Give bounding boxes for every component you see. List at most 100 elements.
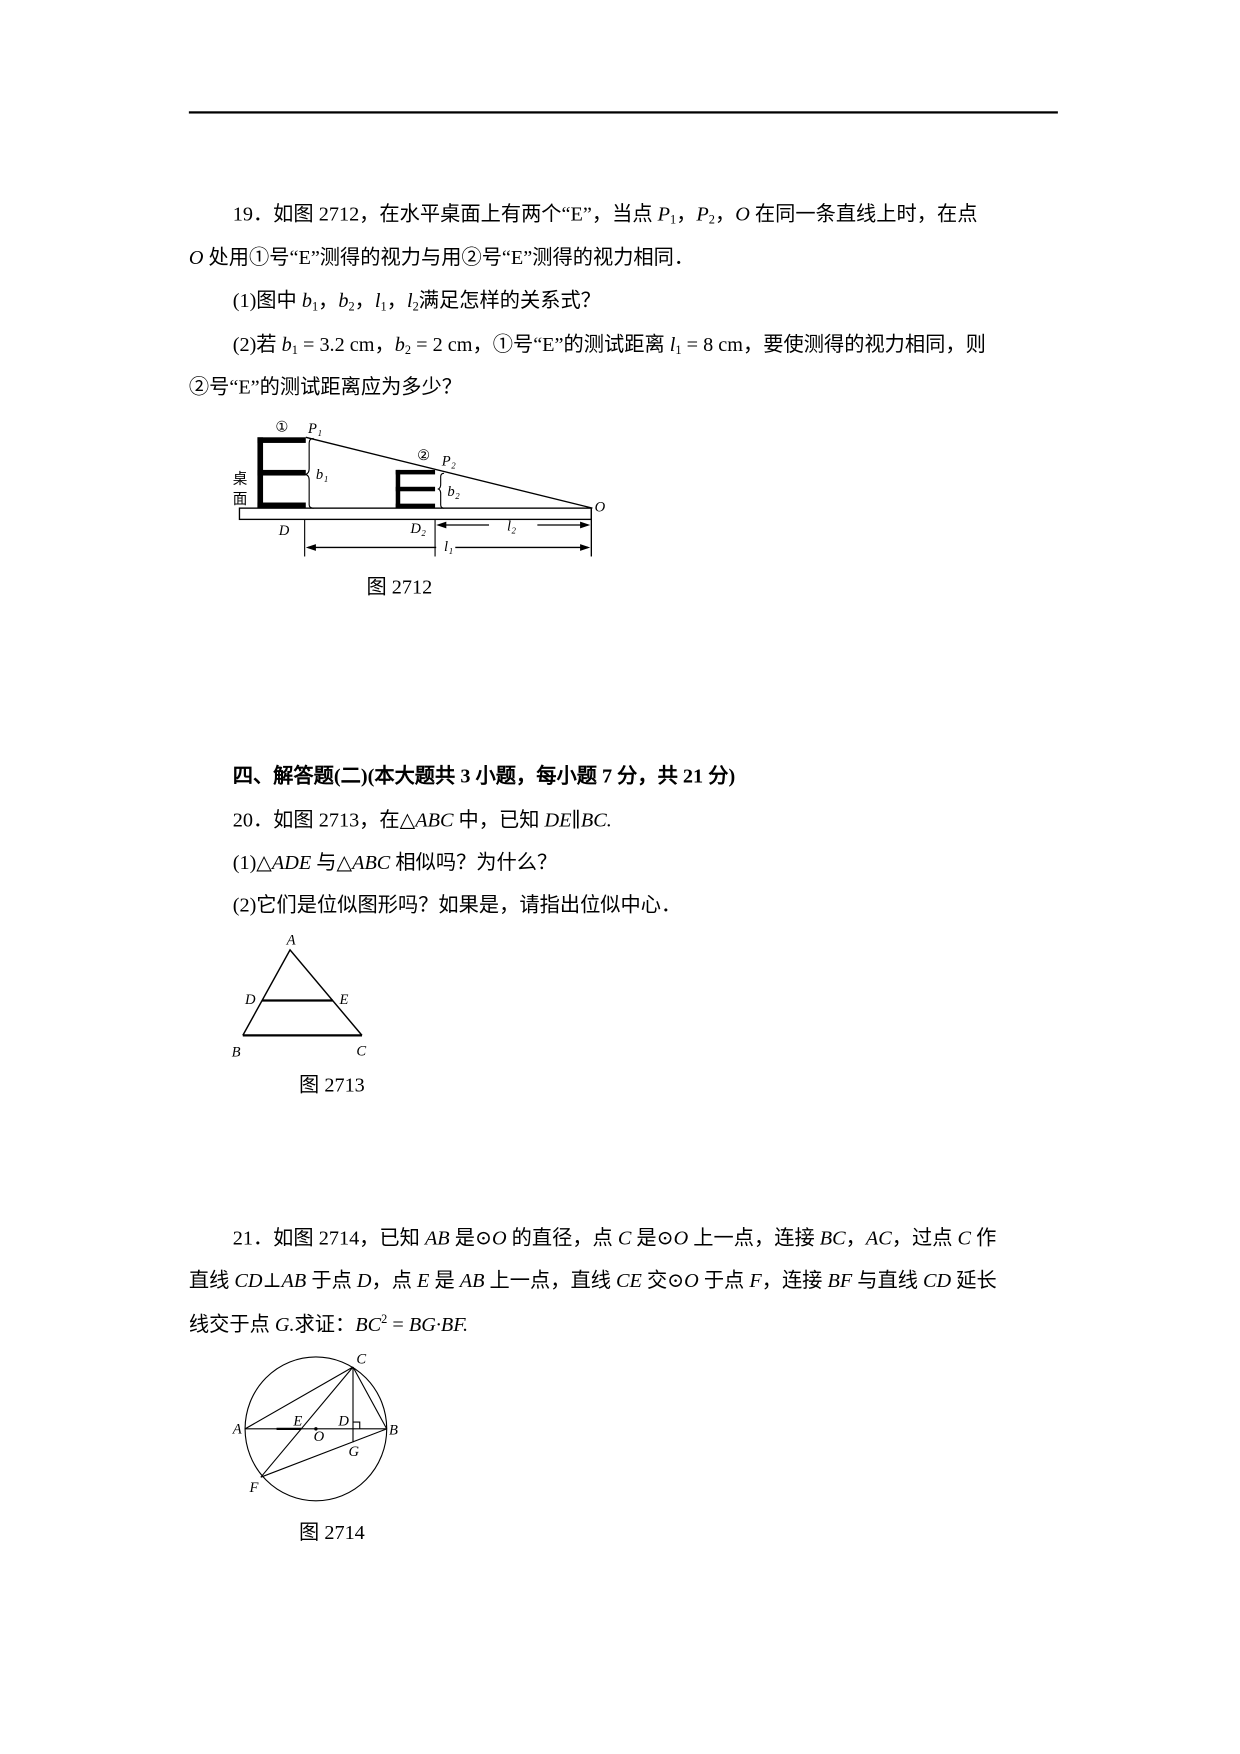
text-segment: 2 [348, 300, 355, 314]
text-segment: 是 [429, 1269, 460, 1292]
math-variable: BC [355, 1313, 382, 1336]
label-l2: l₂ [507, 519, 516, 535]
math-variable: BC [819, 1226, 846, 1249]
text-segment: 与直线 [852, 1269, 924, 1292]
text-segment: 直线 [188, 1269, 235, 1292]
math-variable: C [957, 1226, 972, 1249]
text-segment: 是⊙ [631, 1226, 674, 1249]
text-segment: 2 [404, 344, 412, 358]
math-variable: ADE [271, 851, 312, 874]
label-e: E [292, 1413, 302, 1429]
math-variable: O [684, 1269, 699, 1292]
figure-2713 [242, 948, 363, 1037]
e-chart-2 [395, 469, 436, 509]
text-segment: 1 [311, 300, 319, 314]
text-segment: ，点 [371, 1269, 418, 1292]
math-variable: O [188, 246, 204, 269]
text-segment: ， [354, 288, 375, 312]
segment-ac [244, 1366, 354, 1430]
segment-bf [260, 1428, 387, 1478]
math-variable: ABC [415, 808, 454, 831]
math-variable: AB [459, 1269, 485, 1292]
desk-surface [238, 507, 593, 521]
math-variable: b [338, 288, 349, 312]
text-segment: 1 [380, 300, 387, 314]
text-segment: 19．如图 2712，在水平桌面上有两个“E”，当点 [232, 202, 658, 225]
math-variable: b [394, 332, 405, 356]
q20-part-1: (1)△ADE 与△ABC 相似吗？为什么？ [233, 850, 558, 875]
segment-bc [352, 1366, 388, 1430]
text-segment: ， [714, 202, 736, 225]
text-segment: 相似吗？为什么？ [390, 851, 558, 874]
text-segment: 2 [708, 213, 715, 228]
text-segment: ， [318, 288, 339, 312]
q21-line-2: 直线 CD⊥AB 于点 D，点 E 是 AB 上一点，直线 CE 交⊙O 于点 … [189, 1268, 997, 1293]
math-variable: b [301, 288, 312, 312]
math-variable: P [657, 202, 671, 225]
math-variable: BG·BF. [408, 1313, 469, 1336]
label-f: F [249, 1480, 260, 1496]
label-c: C [356, 1044, 366, 1060]
text-segment: 2 [412, 300, 419, 314]
math-variable: CE [616, 1269, 642, 1292]
text-segment: 1 [670, 213, 677, 228]
q20-line-1: 20．如图 2713，在△ABC 中，已知 DE∥BC. [233, 807, 612, 832]
label-e: E [339, 992, 349, 1008]
label-d: D [244, 992, 256, 1008]
q19-part-2-cont: ②号“E”的测试距离应为多少？ [189, 374, 462, 399]
center-point [314, 1427, 318, 1431]
text-segment: = [387, 1313, 409, 1336]
text-segment: ⊥ [262, 1269, 282, 1292]
math-variable: E [417, 1269, 430, 1292]
math-variable: l [406, 288, 413, 312]
math-variable: ABC [352, 851, 391, 874]
q20-part-2: (2)它们是位似图形吗？如果是，请指出位似中心． [233, 893, 682, 918]
q19-line-2: O 处用①号“E”测得的视力与用②号“E”测得的视力相同． [189, 245, 694, 270]
text-segment: 四、解答题(二)(本大题共 3 小题，每小题 7 分，共 21 分) [232, 764, 736, 787]
math-variable: CD [234, 1269, 263, 1292]
text-segment: (2)若 [232, 332, 282, 356]
text-segment: = 8 cm，要使测得的视力相同，则 [681, 332, 986, 356]
text-segment: (2)它们是位似图形吗？如果是，请指出位似中心． [232, 893, 682, 917]
math-variable: F [749, 1269, 762, 1292]
text-segment: 在同一条直线上时，在点 [749, 202, 978, 225]
math-variable: O [673, 1226, 689, 1249]
segment-cf [260, 1366, 354, 1478]
label-p2: P₂ [441, 453, 456, 469]
label-p1: P₁ [307, 421, 322, 437]
q21-line-3: 线交于点 G.求证：BC2 = BG·BF. [189, 1312, 468, 1337]
math-variable: l [669, 332, 676, 356]
label-a: A [286, 932, 296, 948]
math-variable: O [735, 202, 750, 225]
text-segment: ， [676, 202, 697, 225]
text-segment: 于点 [698, 1269, 750, 1292]
text-segment: 1 [291, 344, 298, 358]
text-segment: 线交于点 [188, 1313, 275, 1336]
math-variable: BF [827, 1269, 853, 1292]
text-segment: 是⊙ [449, 1226, 492, 1249]
text-segment: = 2 cm，①号“E”的测试距离 [411, 332, 670, 356]
label-d: D [278, 523, 290, 539]
label-b1: b₁ [316, 467, 328, 483]
text-segment: ②号“E”的测试距离应为多少？ [188, 375, 463, 398]
q19-part-1: (1)图中 b1，b2，l1，l2满足怎样的关系式？ [233, 288, 601, 313]
e-chart-1 [257, 437, 306, 509]
figure-2712-caption: 图 2712 [366, 575, 433, 599]
math-variable: l [374, 288, 381, 312]
triangle-sides [242, 948, 363, 1036]
math-variable: AB [424, 1226, 450, 1249]
right-angle-mark [352, 1421, 361, 1429]
label-b: B [389, 1422, 398, 1438]
text-segment: 求证： [294, 1313, 356, 1336]
math-variable: b [281, 332, 292, 356]
math-variable: O [491, 1226, 507, 1249]
text-segment: 21．如图 2714，已知 [232, 1226, 425, 1249]
text-segment: 满足怎样的关系式？ [418, 288, 601, 312]
figure-2713-caption: 图 2713 [299, 1073, 365, 1097]
label-desk-2: 面 [233, 492, 248, 508]
text-segment: ，连接 [761, 1269, 828, 1292]
math-variable: DE [544, 808, 572, 831]
text-segment: ∥ [571, 808, 581, 831]
